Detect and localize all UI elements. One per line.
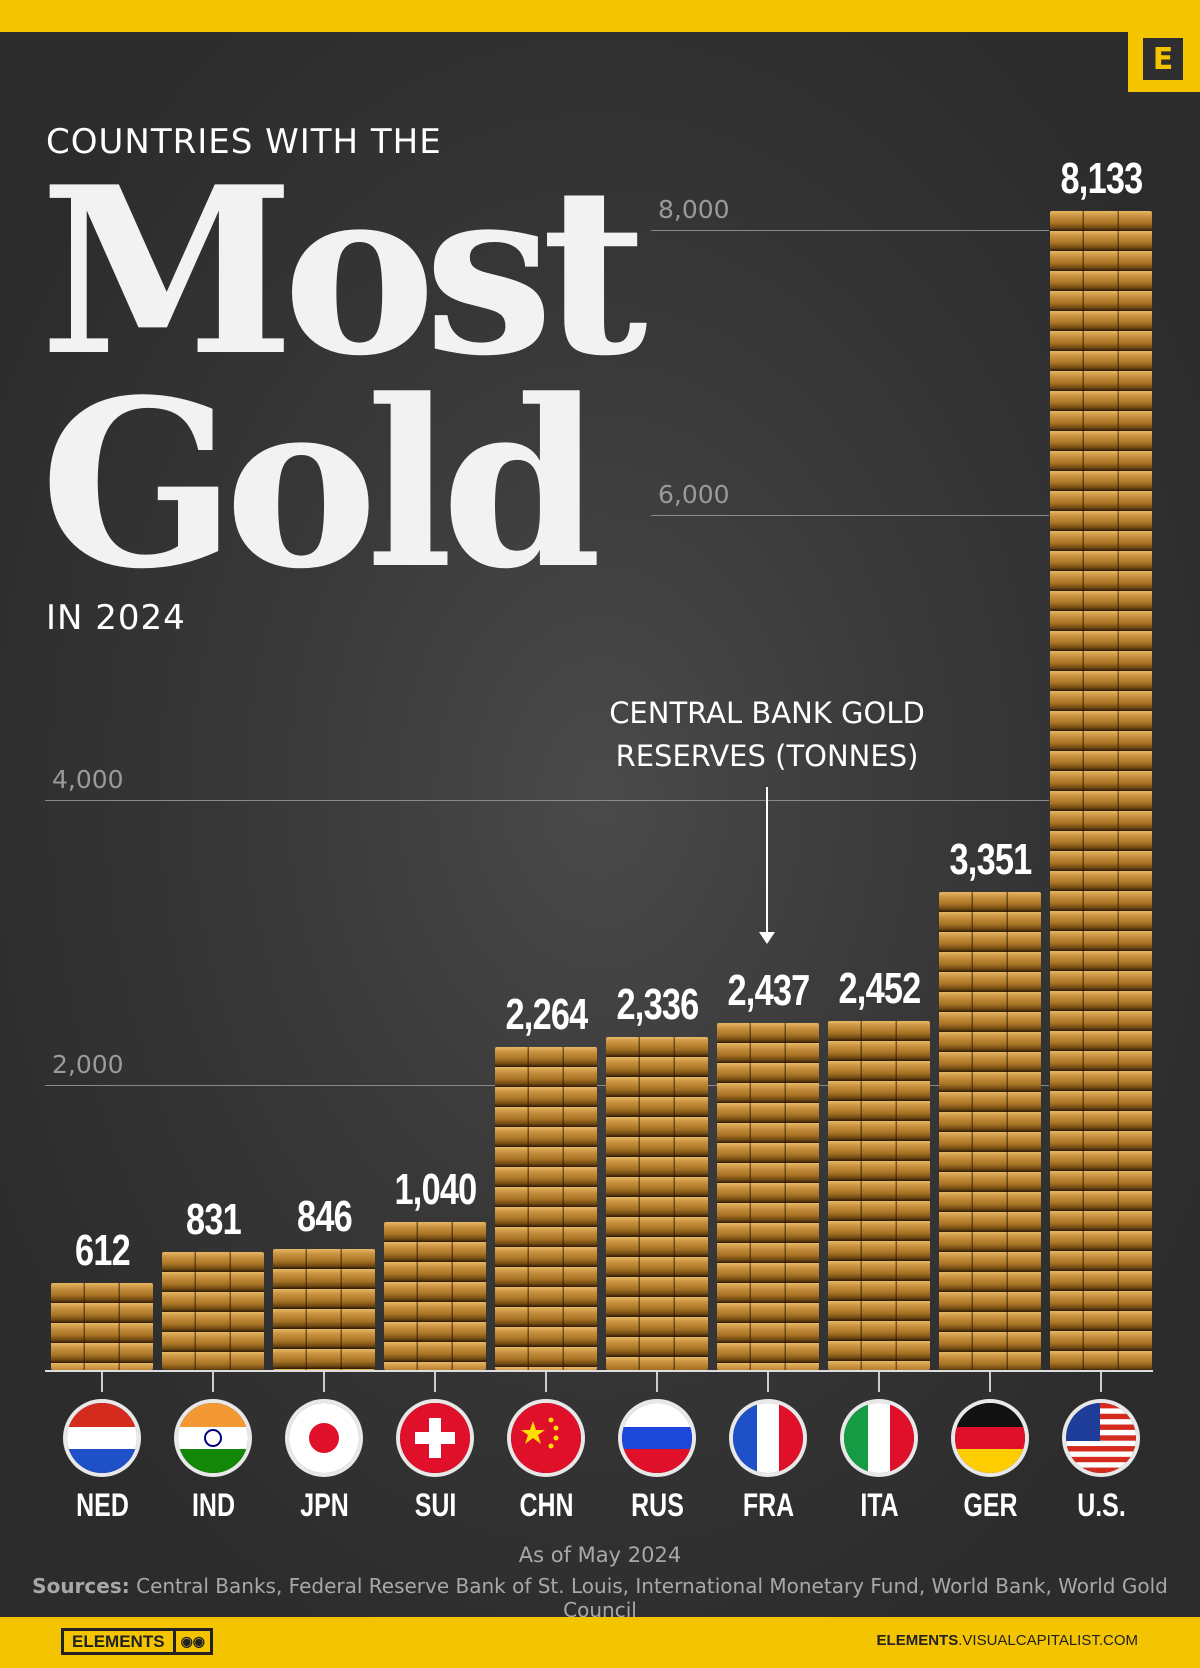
x-tick (656, 1372, 658, 1392)
value-label: 8,133 (1060, 154, 1143, 204)
elements-logo-icon: E (1138, 33, 1188, 85)
bar-jpn (273, 1249, 375, 1370)
x-tick (767, 1372, 769, 1392)
x-tick (323, 1372, 325, 1392)
country-label: U.S. (1076, 1487, 1126, 1523)
title-most: Most (40, 137, 648, 407)
title-gold: Gold (40, 350, 602, 620)
sources-text: Central Banks, Federal Reserve Bank of S… (136, 1574, 1168, 1622)
bar-ind (162, 1251, 264, 1370)
y-tick-label: 2,000 (52, 1050, 124, 1079)
bar-ger (939, 892, 1041, 1370)
value-label: 3,351 (949, 835, 1032, 885)
x-tick (545, 1372, 547, 1392)
value-label: 2,437 (727, 965, 810, 1015)
y-tick-label: 8,000 (658, 195, 730, 224)
y-tick-label: 6,000 (658, 480, 730, 509)
country-label: GER (962, 1487, 1018, 1523)
annotation-arrow (766, 787, 768, 937)
value-label: 831 (185, 1194, 242, 1244)
value-label: 1,040 (394, 1164, 477, 1214)
sources-note: Sources: Central Banks, Federal Reserve … (0, 1574, 1200, 1622)
india-flag-icon (178, 1403, 248, 1473)
value-label: 2,452 (838, 963, 921, 1013)
country-label: IND (191, 1487, 235, 1523)
x-tick (878, 1372, 880, 1392)
annotation-line-2: RESERVES (TONNES) (615, 739, 919, 773)
country-label: RUS (630, 1487, 684, 1523)
gridline (651, 515, 1049, 516)
italy-flag-icon (844, 1403, 914, 1473)
value-label: 2,336 (616, 980, 699, 1030)
china-flag-icon (511, 1403, 581, 1473)
footer-logo-text: ELEMENTS (64, 1631, 176, 1652)
footer-elements-logo: ELEMENTS ◉◉ (61, 1628, 213, 1655)
as-of-note: As of May 2024 (518, 1543, 682, 1567)
country-label: NED (75, 1487, 129, 1523)
france-flag-icon (733, 1403, 803, 1473)
bar-ita (828, 1020, 930, 1370)
title-year: IN 2024 (46, 598, 186, 638)
footer-url[interactable]: ELEMENTS.VISUALCAPITALIST.COM (877, 1632, 1138, 1649)
bar-rus (606, 1037, 708, 1370)
country-label: ITA (859, 1487, 899, 1523)
japan-flag-icon (289, 1403, 359, 1473)
usa-flag-icon (1066, 1403, 1136, 1473)
country-label: JPN (299, 1487, 349, 1523)
elements-mascot-icon: ◉◉ (180, 1633, 205, 1649)
russia-flag-icon (622, 1403, 692, 1473)
footer-url-rest: .VISUALCAPITALIST.COM (958, 1632, 1138, 1649)
value-label: 2,264 (505, 990, 588, 1040)
bar-chn (495, 1047, 597, 1370)
x-tick (434, 1372, 436, 1392)
y-tick-label: 4,000 (52, 765, 124, 794)
germany-flag-icon (955, 1403, 1025, 1473)
value-label: 846 (296, 1192, 353, 1242)
footer-url-bold: ELEMENTS (876, 1632, 959, 1649)
country-label: SUI (414, 1487, 456, 1523)
x-tick (989, 1372, 991, 1392)
title-kicker: COUNTRIES WITH THE (46, 122, 442, 162)
netherlands-flag-icon (67, 1403, 137, 1473)
logo-letter: E (1152, 41, 1174, 77)
bar-fra (717, 1022, 819, 1370)
x-tick (1100, 1372, 1102, 1392)
arrow-down-icon (759, 932, 775, 944)
bar-ned (51, 1282, 153, 1370)
country-label: CHN (518, 1487, 574, 1523)
x-tick (101, 1372, 103, 1392)
chart-annotation: CENTRAL BANK GOLD RESERVES (TONNES) (567, 692, 967, 778)
country-label: FRA (742, 1487, 794, 1523)
value-label: 612 (74, 1225, 131, 1275)
bar-sui (384, 1221, 486, 1370)
gridline (45, 800, 1049, 801)
gridline (651, 230, 1049, 231)
x-tick (212, 1372, 214, 1392)
switzerland-flag-icon (400, 1403, 470, 1473)
annotation-line-1: CENTRAL BANK GOLD (609, 696, 925, 730)
sources-label: Sources: (32, 1574, 130, 1598)
x-axis-baseline (45, 1370, 1153, 1372)
bar-us (1050, 211, 1152, 1370)
